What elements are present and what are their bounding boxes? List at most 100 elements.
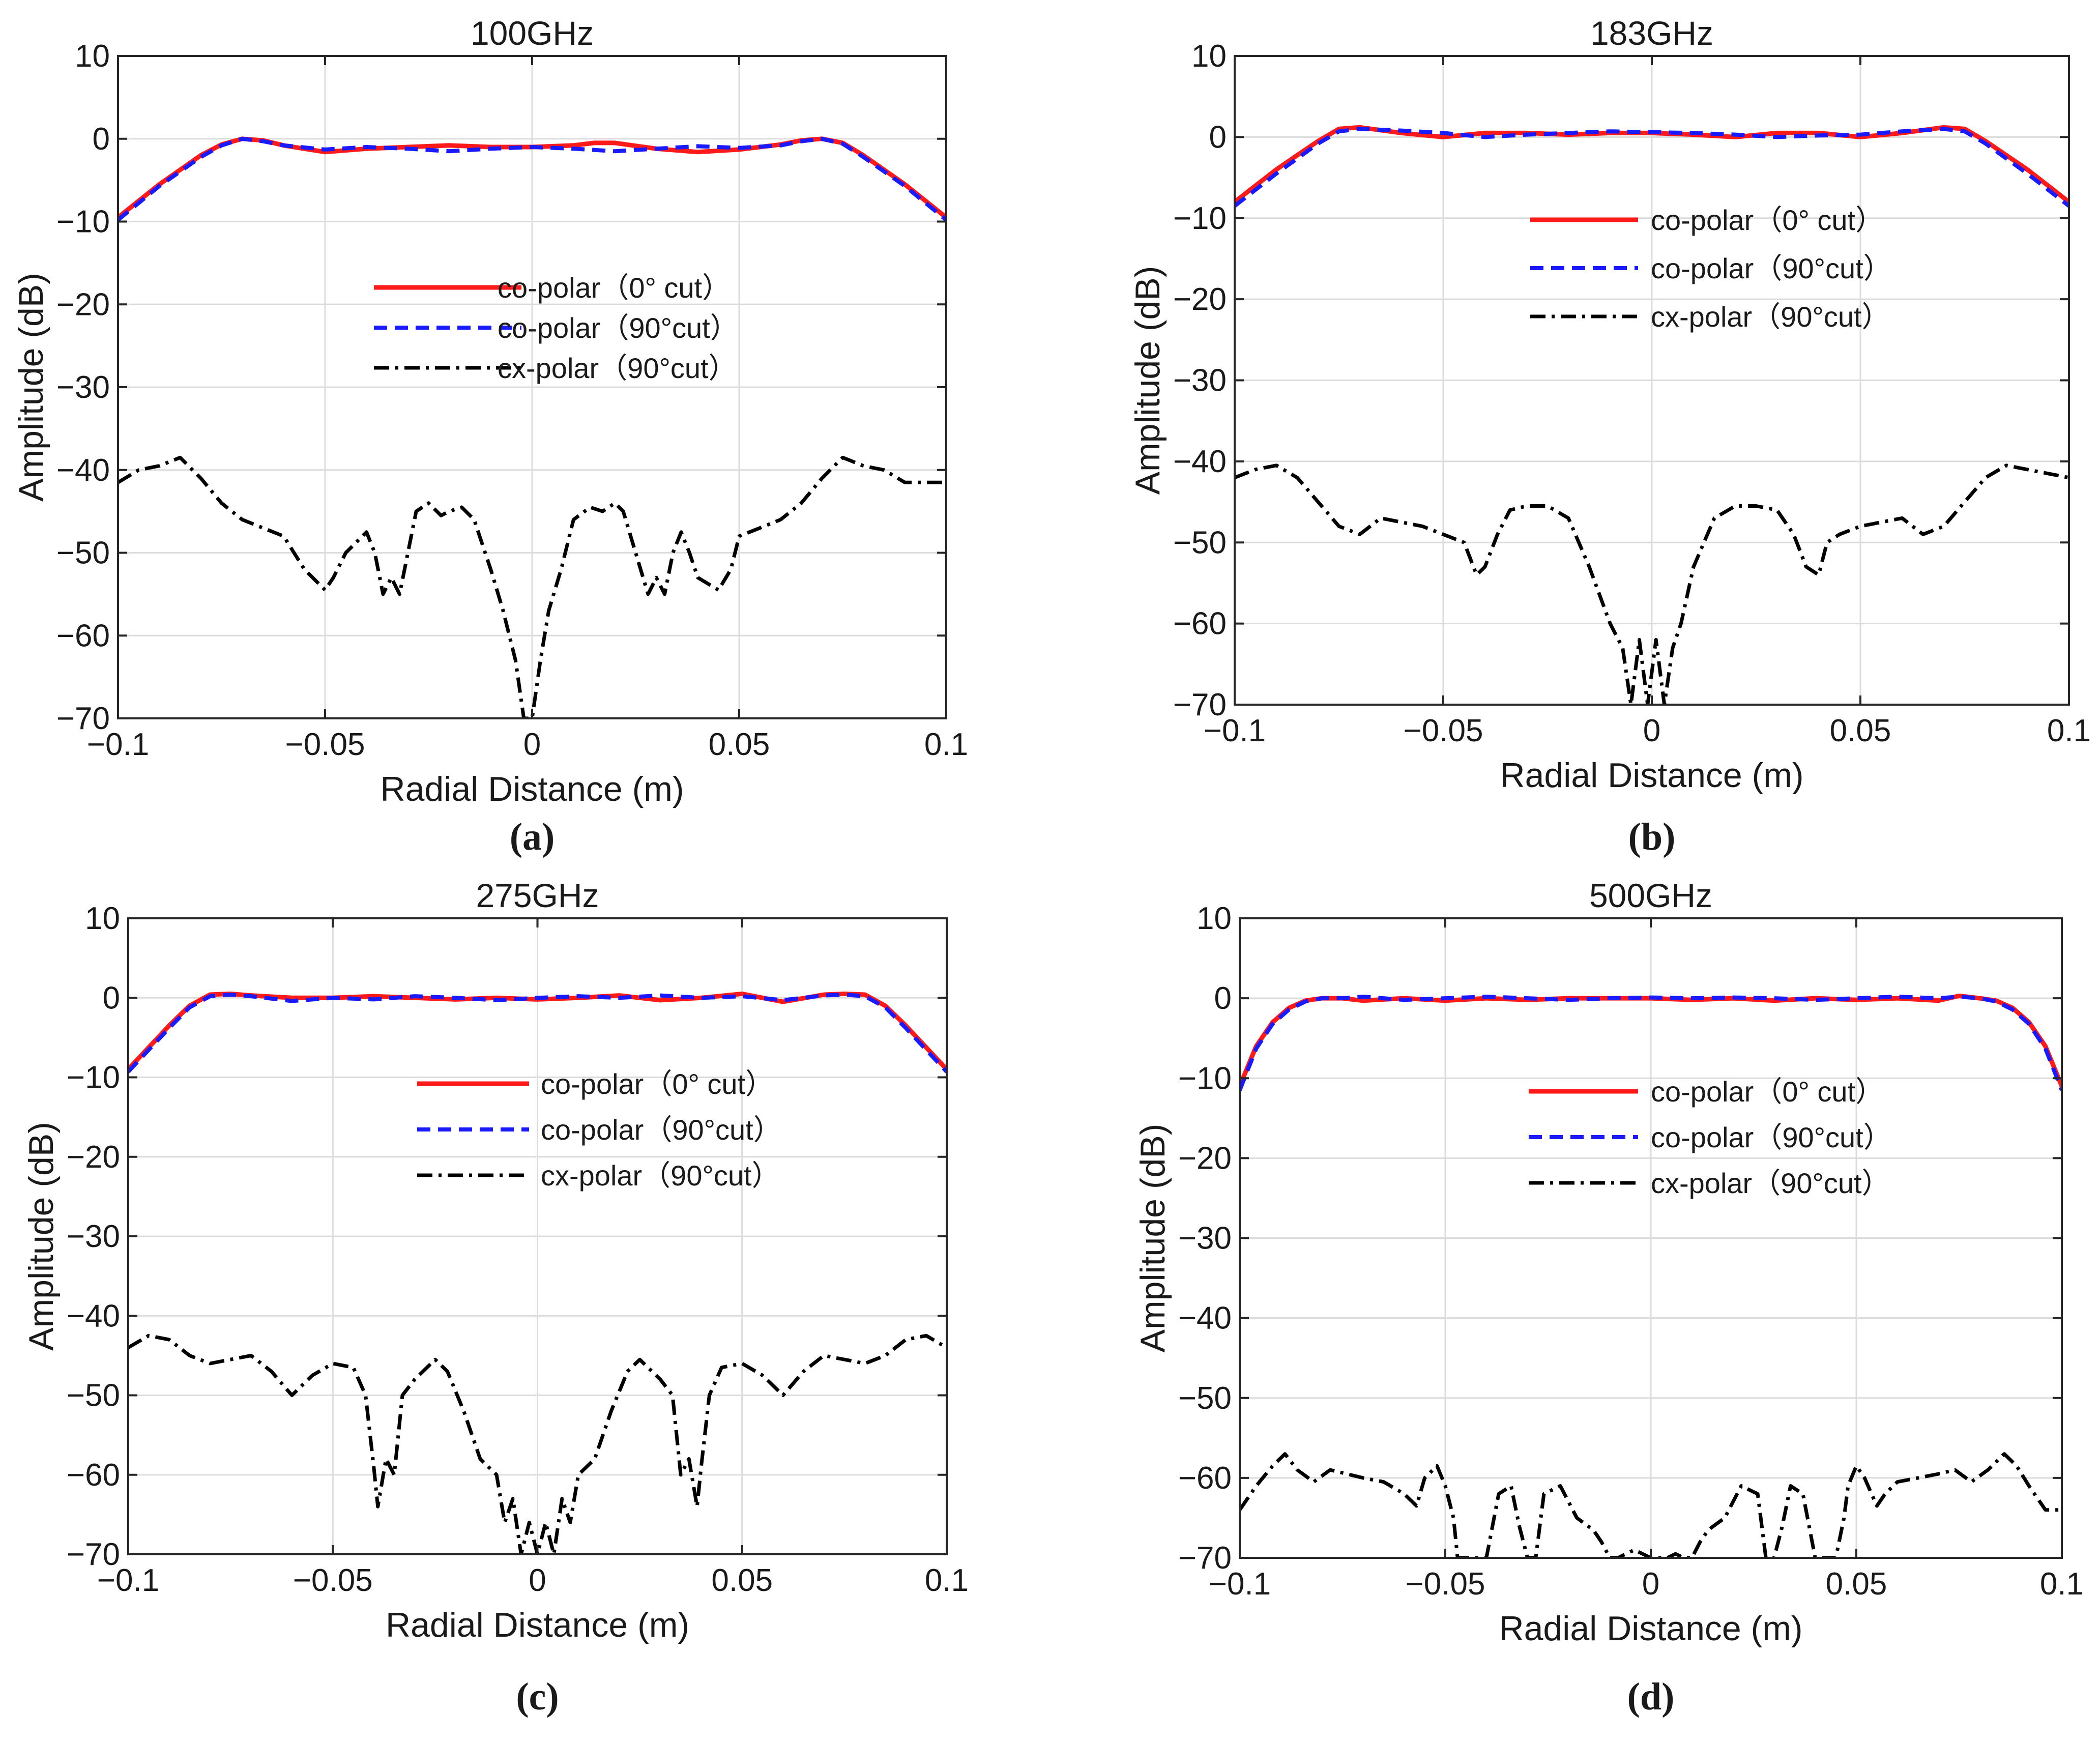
x-tick-label: 0.05	[709, 727, 770, 762]
y-tick-label: −40	[1173, 444, 1227, 479]
legend-label: co-polar（90°cut）	[541, 1114, 782, 1146]
series-line-dashed	[1235, 127, 2069, 208]
series-line-dashed	[1240, 995, 2062, 1091]
y-tick-label: 10	[85, 901, 120, 936]
y-tick-label: −20	[67, 1140, 120, 1175]
panel-caption: (c)	[516, 1675, 559, 1718]
y-axis-label: Amplitude (dB)	[12, 273, 50, 502]
x-tick-label: 0.1	[925, 1563, 969, 1598]
y-tick-label: 10	[1197, 901, 1232, 936]
y-tick-label: −10	[56, 205, 110, 240]
y-tick-label: −60	[67, 1458, 120, 1493]
legend: co-polar（0° cut） co-polar（90°cut） cx-polar…	[374, 272, 739, 384]
legend-label: cx-polar（90°cut）	[1651, 301, 1890, 333]
legend-label: cx-polar（90°cut）	[541, 1159, 780, 1192]
panel-caption: (a)	[510, 816, 555, 858]
legend-label: co-polar（0° cut）	[541, 1068, 774, 1100]
y-tick-label: −60	[56, 618, 110, 653]
series-line-dashdot	[118, 455, 946, 718]
chart-title: 500GHz	[1589, 877, 1712, 914]
x-tick-label: −0.05	[1404, 713, 1483, 748]
legend-label: co-polar（0° cut）	[1651, 204, 1884, 236]
y-tick-label: −70	[56, 701, 110, 736]
y-tick-label: −10	[1173, 201, 1227, 236]
y-tick-label: −40	[67, 1298, 120, 1333]
legend: co-polar（0° cut） co-polar（90°cut） cx-polar…	[417, 1068, 782, 1192]
y-tick-label: −40	[56, 453, 110, 488]
y-tick-label: −10	[1178, 1061, 1232, 1096]
y-tick-label: −20	[56, 287, 110, 322]
series-line-dashdot	[128, 1333, 947, 1554]
x-tick-label: 0.1	[2047, 713, 2091, 748]
legend-label: co-polar（0° cut）	[498, 272, 731, 304]
series-group	[1240, 993, 2062, 1558]
series-group	[128, 991, 947, 1554]
x-axis-label: Radial Distance (m)	[386, 1606, 689, 1644]
x-tick-label: −0.1	[87, 727, 149, 762]
y-tick-label: −70	[1178, 1541, 1232, 1576]
x-tick-label: −0.05	[293, 1563, 373, 1598]
y-tick-label: −20	[1173, 282, 1227, 317]
chart-panel-2: −0.1 −0.05 0 0.05 0.1 10 0 −10 −20 −30 −40 −50 −60 −7…	[1128, 14, 2091, 795]
y-tick-label: 10	[75, 39, 110, 74]
y-tick-label: −20	[1178, 1141, 1232, 1176]
y-tick-label: −30	[1173, 363, 1227, 398]
y-axis-label: Amplitude (dB)	[1133, 1124, 1172, 1353]
chart-title: 100GHz	[471, 14, 594, 52]
y-tick-label: 0	[93, 122, 110, 157]
y-tick-label: −40	[1178, 1301, 1232, 1336]
chart-panel-3: −0.1 −0.05 0 0.05 0.1 10 0 −10 −20 −30 −40 −50 −60 −7…	[22, 877, 969, 1644]
chart-panel-4: −0.1 −0.05 0 0.05 0.1 10 0 −10 −20 −30 −40 −50 −60 −7…	[1133, 877, 2084, 1648]
series-group	[1235, 125, 2069, 705]
x-tick-label: 0.1	[2040, 1566, 2084, 1602]
chart-title: 275GHz	[476, 877, 599, 914]
x-axis-label: Radial Distance (m)	[1499, 1609, 1802, 1648]
series-line-dashdot	[1240, 1452, 2062, 1558]
chart-title: 183GHz	[1590, 14, 1713, 52]
y-tick-label: −70	[1173, 687, 1227, 722]
y-tick-label: −30	[56, 370, 110, 405]
y-tick-label: 0	[1214, 981, 1232, 1016]
legend-label: co-polar（90°cut）	[1651, 1121, 1892, 1153]
x-tick-label: −0.1	[1209, 1566, 1271, 1602]
y-tick-label: 10	[1191, 39, 1227, 74]
y-axis-label: Amplitude (dB)	[1128, 266, 1167, 495]
x-tick-label: 0	[529, 1563, 546, 1598]
x-tick-label: 0.05	[711, 1563, 773, 1598]
x-tick-label: 0.1	[924, 727, 968, 762]
legend: co-polar（0° cut） co-polar（90°cut） cx-polar…	[1529, 1076, 1892, 1199]
x-tick-label: −0.05	[285, 727, 365, 762]
y-tick-label: 0	[1209, 120, 1227, 155]
legend-label: cx-polar（90°cut）	[498, 352, 737, 384]
x-tick-label: 0	[1642, 1566, 1659, 1602]
x-tick-label: −0.1	[97, 1563, 159, 1598]
y-tick-label: −30	[67, 1219, 120, 1254]
legend-label: co-polar（90°cut）	[1651, 252, 1892, 284]
y-tick-label: −10	[67, 1060, 120, 1095]
legend-label: cx-polar（90°cut）	[1651, 1167, 1890, 1199]
y-tick-label: −60	[1178, 1461, 1232, 1496]
y-tick-label: 0	[103, 980, 120, 1015]
chart-panel-1: −0.1 −0.05 0 0.05 0.1 10 0 −10 −20 −30 −40 −50 −60 −7…	[12, 14, 968, 808]
y-tick-label: −60	[1173, 606, 1227, 642]
y-axis-label: Amplitude (dB)	[22, 1122, 61, 1351]
legend-label: co-polar（0° cut）	[1651, 1076, 1884, 1108]
series-line-dashed	[128, 993, 947, 1073]
y-tick-label: −70	[67, 1537, 120, 1572]
x-tick-label: 0	[523, 727, 541, 762]
series-line-dashed	[118, 136, 946, 222]
y-tick-label: −50	[56, 536, 110, 571]
panel-caption: (b)	[1628, 816, 1676, 858]
x-tick-label: 0.05	[1830, 713, 1891, 748]
series-group	[118, 136, 946, 718]
series-line-dashdot	[1235, 463, 2069, 705]
y-tick-label: −50	[1178, 1381, 1232, 1416]
y-tick-label: −50	[67, 1378, 120, 1413]
legend-label: co-polar（90°cut）	[498, 312, 739, 344]
panel-caption: (d)	[1627, 1675, 1675, 1718]
x-tick-label: −0.1	[1204, 713, 1266, 748]
y-tick-label: −30	[1178, 1221, 1232, 1256]
y-tick-label: −50	[1173, 525, 1227, 560]
x-tick-label: 0.05	[1826, 1566, 1887, 1602]
